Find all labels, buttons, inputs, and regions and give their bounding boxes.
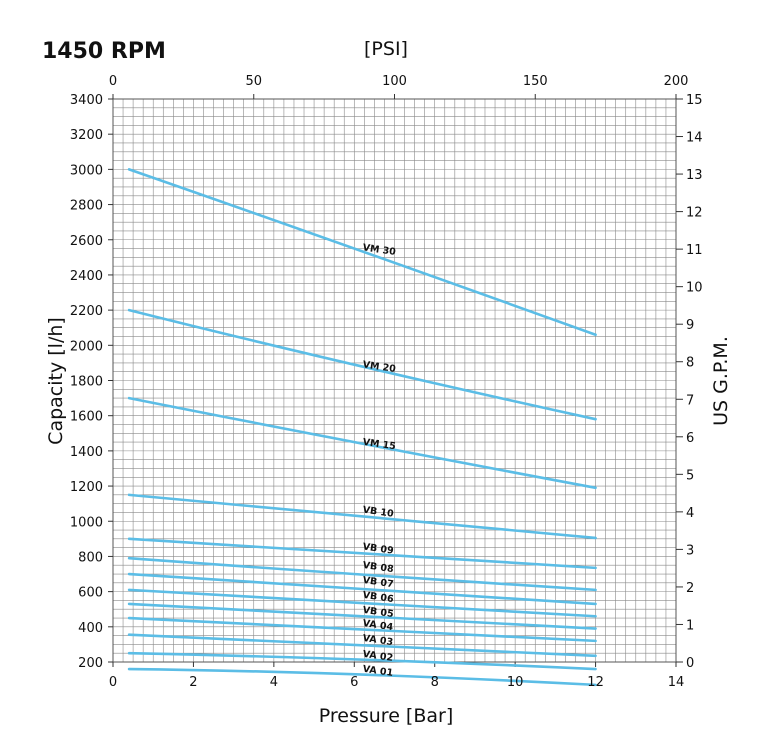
- y-tick-label: 2600: [70, 234, 103, 249]
- y2-tick-label: 0: [686, 656, 694, 671]
- y-tick-label: 1400: [70, 445, 103, 460]
- series-label-va-04: VA 04: [362, 618, 394, 633]
- tick-labels: 0 2 4 6 8 10 12 140 50 100 150 20020040060080010001…: [70, 74, 703, 690]
- series-label-vm-20: VM 20: [362, 359, 397, 375]
- y-tick-label: 2800: [70, 199, 103, 214]
- grid: [112, 98, 677, 663]
- x2-tick-label: 0: [109, 74, 117, 89]
- left-axis-title: Capacity [l/h]: [45, 317, 67, 445]
- series-line-vb-09: [127, 537, 597, 570]
- y-tick-label: 800: [78, 550, 103, 565]
- top-axis-title: [PSI]: [364, 38, 408, 60]
- y2-tick-label: 1: [686, 618, 694, 633]
- y2-tick-label: 3: [686, 543, 694, 558]
- y2-tick-label: 15: [686, 93, 703, 108]
- series-label-va-01: VA 01: [362, 664, 394, 679]
- x-tick-label: 12: [587, 675, 604, 690]
- series-label-vb-10: VB 10: [362, 505, 395, 520]
- y-tick-label: 2000: [70, 339, 103, 354]
- y2-tick-label: 14: [686, 131, 703, 146]
- series-line-vb-10: [127, 493, 597, 540]
- x-tick-label: 4: [270, 675, 278, 690]
- right-axis-title: US G.P.M.: [710, 336, 732, 426]
- series-label-va-03: VA 03: [362, 633, 394, 648]
- y2-tick-label: 6: [686, 431, 694, 446]
- y2-tick-label: 4: [686, 506, 694, 521]
- y-tick-label: 3200: [70, 128, 103, 143]
- series-line-vb-07: [127, 572, 597, 606]
- series-line-vb-05: [127, 602, 597, 630]
- y-tick-label: 2400: [70, 269, 103, 284]
- x-tick-label: 10: [507, 675, 524, 690]
- x2-tick-label: 50: [245, 74, 262, 89]
- chart-title: 1450 RPM: [42, 39, 166, 64]
- series-line-vm-20: [127, 308, 597, 421]
- x-tick-label: 14: [668, 675, 685, 690]
- series-line-va-01: [127, 667, 597, 687]
- y2-tick-label: 13: [686, 168, 703, 183]
- series-label-vm-15: VM 15: [362, 437, 397, 453]
- series-label-vb-06: VB 06: [362, 590, 395, 605]
- series-label-va-02: VA 02: [362, 649, 394, 664]
- x-tick-label: 6: [350, 675, 358, 690]
- x2-tick-label: 200: [664, 74, 689, 89]
- y-tick-label: 3400: [70, 93, 103, 108]
- y-tick-label: 1200: [70, 480, 103, 495]
- series-line-va-03: [127, 633, 597, 658]
- x-tick-label: 2: [189, 675, 197, 690]
- x2-tick-label: 100: [382, 74, 407, 89]
- y2-tick-label: 12: [686, 206, 703, 221]
- y-tick-label: 400: [78, 621, 103, 636]
- series-label-vb-08: VB 08: [362, 560, 395, 575]
- series-label-vb-05: VB 05: [362, 605, 394, 620]
- x2-tick-label: 150: [523, 74, 548, 89]
- series-line-vm-30: [127, 168, 597, 337]
- bottom-axis-title: Pressure [Bar]: [319, 705, 453, 727]
- series-line-vb-06: [127, 588, 597, 618]
- x-tick-label: 8: [431, 675, 439, 690]
- series-label-vb-07: VB 07: [362, 575, 394, 590]
- y2-tick-label: 7: [686, 393, 694, 408]
- series-line-vm-15: [127, 396, 597, 490]
- series-label-vb-09: VB 09: [362, 541, 394, 556]
- y2-tick-label: 8: [686, 356, 694, 371]
- y-tick-label: 200: [78, 656, 103, 671]
- series-line-va-04: [127, 616, 597, 643]
- y-tick-label: 600: [78, 586, 103, 601]
- y-tick-label: 2200: [70, 304, 103, 319]
- y-tick-label: 1000: [70, 515, 103, 530]
- y-tick-label: 3000: [70, 163, 103, 178]
- y2-tick-label: 5: [686, 468, 694, 483]
- series-label-vm-30: VM 30: [362, 242, 397, 258]
- y-tick-label: 1600: [70, 410, 103, 425]
- series-line-vb-08: [127, 556, 597, 592]
- y2-tick-label: 2: [686, 581, 694, 596]
- series-lines: [127, 168, 597, 687]
- y2-tick-label: 11: [686, 243, 703, 258]
- y-tick-label: 1800: [70, 375, 103, 390]
- series-line-va-02: [127, 651, 597, 671]
- x-tick-label: 0: [109, 675, 117, 690]
- y2-tick-label: 9: [686, 318, 694, 333]
- y2-tick-label: 10: [686, 281, 703, 296]
